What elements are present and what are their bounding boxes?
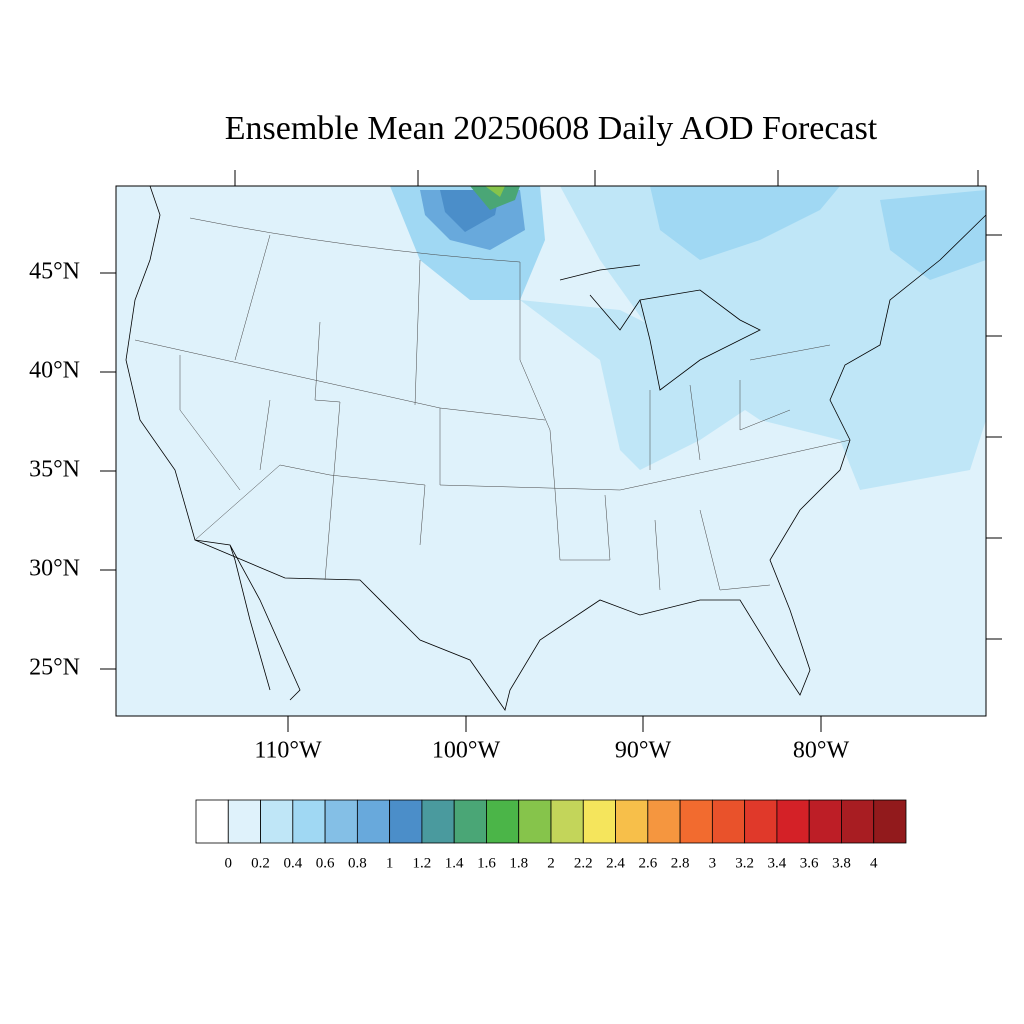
- latitude-label: 40°N: [29, 358, 80, 384]
- colorbar-label: 1.8: [509, 855, 528, 871]
- latitude-label: 35°N: [29, 457, 80, 483]
- colorbar-label: 2.8: [671, 855, 690, 871]
- colorbar-box: [227, 799, 261, 844]
- colorbar-label: 1.2: [413, 855, 432, 871]
- colorbar-box: [873, 799, 907, 844]
- longitude-label: 80°W: [793, 738, 850, 764]
- colorbar-label: 1.4: [445, 855, 464, 871]
- colorbar-box: [776, 799, 810, 844]
- longitude-label: 90°W: [615, 738, 672, 764]
- longitude-label: 110°W: [254, 738, 322, 764]
- colorbar-label: 2: [547, 855, 555, 871]
- colorbar-label: 1: [386, 855, 394, 871]
- latitude-label: 45°N: [29, 259, 80, 285]
- colorbar-label: 1.6: [477, 855, 496, 871]
- colorbar-label: 3.2: [735, 855, 754, 871]
- colorbar-box: [744, 799, 778, 844]
- colorbar-label: 4: [870, 855, 878, 871]
- aod-region: [300, 186, 986, 490]
- colorbar-box: [615, 799, 649, 844]
- state-borders: [134, 217, 851, 591]
- latitude-label: 25°N: [29, 655, 80, 681]
- map-frame: [115, 185, 987, 717]
- colorbar-label: 2.6: [638, 855, 657, 871]
- latitude-label: 30°N: [29, 556, 80, 582]
- colorbar-label: 0.8: [348, 855, 367, 871]
- colorbar-box: [292, 799, 326, 844]
- colorbar-label: 2.2: [574, 855, 593, 871]
- colorbar-box: [582, 799, 616, 844]
- colorbar-label: 2.4: [606, 855, 625, 871]
- aod-region: [485, 186, 505, 197]
- longitude-label: 100°W: [432, 738, 501, 764]
- colorbar-box: [356, 799, 391, 844]
- colorbar-box: [518, 799, 552, 844]
- colorbar-box: [841, 799, 875, 844]
- colorbar-label: 0.6: [316, 855, 335, 871]
- aod-region: [470, 186, 520, 210]
- colorbar-box: [711, 799, 746, 844]
- colorbar-label: 3.8: [832, 855, 851, 871]
- colorbar-label: 3.4: [768, 855, 787, 871]
- frame-ticks: [100, 170, 1002, 732]
- axis-labels: 45°N 40°N 35°N 30°N 25°N 110°W 100°W 90°W 80°W: [29, 259, 849, 764]
- coastline: [125, 186, 986, 711]
- colorbar-box: [647, 799, 681, 844]
- colorbar-box: [195, 799, 229, 844]
- colorbar: 0 0.2 0.4 0.6 0.8 1 1.2 1.4 1.6 1.8 2 2.2 2.4 2.6 2.8 3…: [195, 799, 907, 871]
- colorbar-label: 3.6: [800, 855, 819, 871]
- colorbar-box: [453, 799, 487, 844]
- colorbar-label: 3: [709, 855, 717, 871]
- aod-region: [390, 186, 986, 300]
- map-panel: [100, 170, 1002, 732]
- colorbar-box: [486, 799, 520, 844]
- colorbar-box: [260, 799, 294, 844]
- title: Ensemble Mean 20250608 Daily AOD Forecas…: [225, 110, 878, 147]
- colorbar-box: [389, 799, 423, 844]
- colorbar-box: [421, 799, 455, 844]
- colorbar-label: 0.4: [283, 855, 302, 871]
- colorbar-box: [808, 799, 842, 844]
- colorbar-box: [324, 799, 358, 844]
- colorbar-box: [679, 799, 713, 844]
- colorbar-label: 0.2: [251, 855, 270, 871]
- colorbar-box: [550, 799, 584, 844]
- colorbar-label: 0: [225, 855, 233, 871]
